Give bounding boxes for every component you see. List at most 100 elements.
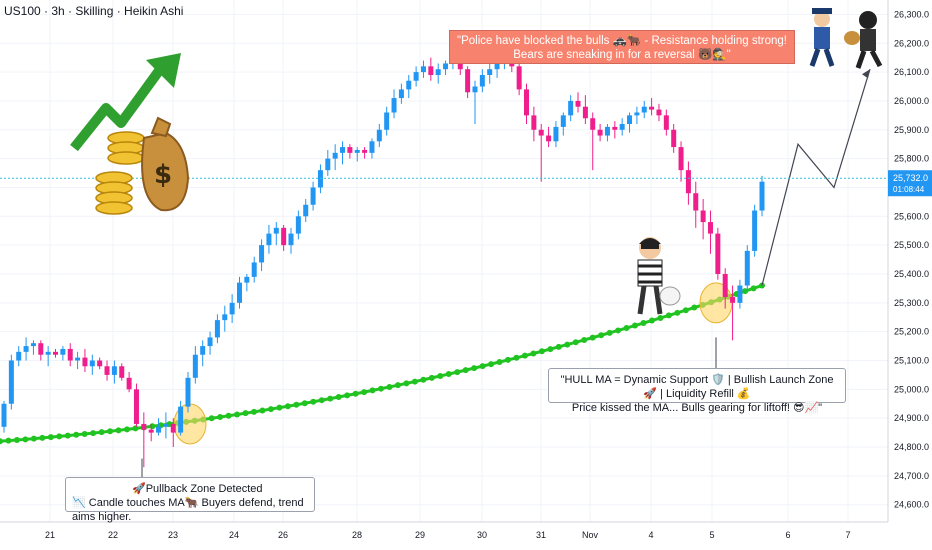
candle: [16, 346, 22, 367]
hull-ma-dot: [632, 322, 638, 329]
candle: [111, 360, 117, 384]
candle-body: [568, 100, 574, 116]
candle-body: [317, 170, 323, 188]
candle-body: [156, 426, 162, 433]
candle: [8, 354, 14, 410]
candle-body: [546, 135, 552, 142]
time-tick-label: 21: [45, 530, 55, 540]
hull-ma-dot: [242, 410, 249, 417]
candle: [229, 294, 235, 324]
robber-icon: [637, 237, 681, 315]
hull-ma-dot: [496, 359, 503, 366]
candle-body: [428, 66, 434, 75]
candle-body: [560, 115, 566, 127]
candle-body: [207, 337, 213, 347]
candle-body: [582, 106, 588, 119]
candle: [163, 412, 169, 439]
hull-ma-dot: [378, 385, 384, 392]
candle-body: [524, 89, 530, 116]
candle: [693, 181, 699, 228]
candle: [428, 57, 434, 81]
candle-body: [104, 366, 110, 375]
candle: [627, 112, 633, 133]
candle-body: [369, 141, 375, 153]
candle-body: [266, 233, 272, 246]
candle: [89, 354, 95, 375]
candle-body: [60, 348, 66, 355]
candle: [317, 164, 323, 194]
hull-ma-dot: [513, 354, 520, 361]
symbol-header: US100 · 3h · Skilling · Heikin Ashi: [4, 4, 184, 18]
hull-ma-dot: [149, 423, 156, 430]
candle: [369, 138, 375, 159]
time-tick-label: 5: [709, 530, 714, 540]
candle: [222, 305, 228, 332]
candle-body: [693, 193, 699, 211]
candle-body: [141, 423, 147, 430]
current-price-label: 25,732.0: [893, 173, 928, 183]
candle: [141, 412, 147, 468]
money-bag-icon: $: [70, 53, 190, 215]
candle: [126, 372, 132, 393]
candle-body: [178, 406, 184, 433]
candle: [443, 60, 449, 75]
hull-ma-dot: [293, 401, 300, 408]
price-tick-label: 26,200.0: [894, 38, 929, 48]
projection-path: [141, 69, 871, 477]
candle-body: [627, 115, 633, 125]
candle: [722, 268, 728, 309]
svg-text:$: $: [154, 160, 172, 190]
hull-ma-dot: [361, 389, 368, 396]
price-tick-label: 26,000.0: [894, 96, 929, 106]
candle-body: [281, 227, 287, 246]
candle: [590, 112, 596, 171]
candle: [104, 360, 110, 381]
candle: [752, 204, 758, 257]
candle: [413, 66, 419, 87]
pullback-note-line1: 🚀Pullback Zone Detected: [132, 483, 263, 495]
candle-body: [236, 282, 242, 303]
pullback-note: 🚀Pullback Zone Detected 📉 Candle touches…: [65, 477, 315, 523]
hull-ma-dot: [572, 339, 579, 346]
hull-ma-dot: [411, 378, 418, 385]
price-tick-label: 25,500.0: [894, 240, 929, 250]
candle-body: [126, 377, 132, 390]
time-tick-label: 26: [278, 530, 288, 540]
candle-body: [384, 112, 390, 130]
time-axis: 21 22 23 24 26 28 29 30 31 Nov 4 5 6 7: [0, 521, 932, 550]
candle: [133, 383, 139, 427]
resistance-note: "Police have blocked the bulls 🚓🐂 - Resi…: [449, 30, 795, 64]
candle-body: [354, 149, 360, 153]
hull-ma-line: [0, 282, 765, 445]
hull-ma-dot: [259, 407, 266, 414]
hull-ma-dot: [420, 376, 427, 383]
candle-body: [222, 314, 228, 321]
candle-body: [406, 80, 412, 90]
candle-body: [737, 285, 743, 303]
candle: [303, 198, 309, 223]
candle: [200, 340, 206, 367]
hull-ma-dot: [682, 307, 689, 314]
candle: [23, 337, 29, 361]
time-axis-bg: [0, 522, 932, 550]
candle-body: [362, 149, 368, 153]
candle: [170, 418, 176, 448]
hull-ma-dot: [0, 438, 3, 445]
current-price-countdown: 01:08:44: [893, 185, 925, 194]
time-tick-label: 6: [785, 530, 790, 540]
candle-body: [597, 129, 603, 136]
price-tick-label: 25,000.0: [894, 384, 929, 394]
candle-body: [443, 63, 449, 70]
candle: [575, 92, 581, 113]
price-tick-label: 24,900.0: [894, 413, 929, 423]
candle: [288, 227, 294, 254]
candle-body: [604, 126, 610, 136]
candle-body: [45, 351, 51, 355]
resistance-note-line2: Bears are sneaking in for a reversal 🐻🕵️…: [513, 49, 731, 61]
candle: [192, 346, 198, 384]
candle: [700, 198, 706, 240]
hull-ma-dot: [691, 304, 698, 311]
hull-ma-dot: [479, 363, 486, 370]
candle-body: [663, 115, 669, 130]
